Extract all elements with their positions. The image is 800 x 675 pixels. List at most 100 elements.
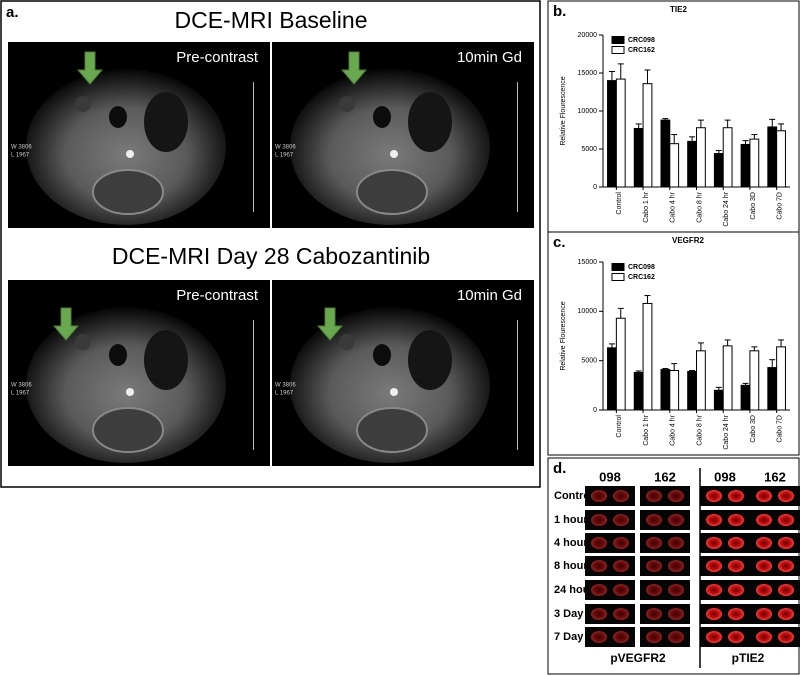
bar <box>767 367 778 411</box>
blot-dot <box>728 631 744 643</box>
x-tick-label: Cabo 8 hr <box>696 414 703 445</box>
blot-row: 3 Day <box>554 608 584 620</box>
mri-label-bg <box>148 42 270 72</box>
mri-window: W 3806 <box>275 383 296 389</box>
bar <box>722 345 733 411</box>
blot-dot <box>778 514 794 526</box>
mri-scale <box>517 320 518 450</box>
mri-row-title: DCE-MRI Day 28 Cabozantinib <box>112 243 430 269</box>
bar <box>633 127 644 188</box>
mri-level: L 1967 <box>275 391 294 397</box>
blot-dot <box>646 631 662 643</box>
x-tick-label: Cabo 3D <box>750 192 757 220</box>
mri-window: W 3806 <box>11 145 32 151</box>
legend-label: CRC162 <box>628 47 655 54</box>
y-tick-label: 10000 <box>578 108 598 115</box>
blot-dot <box>646 584 662 596</box>
blot-row: 1 hour <box>554 514 588 526</box>
blot-dot <box>756 514 772 526</box>
bar <box>749 138 760 188</box>
blot-dot <box>591 584 607 596</box>
blot-dot <box>728 560 744 572</box>
mri-window: W 3806 <box>11 383 32 389</box>
bar <box>776 346 786 411</box>
blot-dot <box>778 631 794 643</box>
legend-label: CRC162 <box>628 274 655 281</box>
mri-label: Pre-contrast <box>176 49 259 66</box>
mri-organ <box>144 330 188 390</box>
blot-dot <box>706 537 722 549</box>
blot-dot <box>706 631 722 643</box>
blot-dot <box>591 537 607 549</box>
blot-dot <box>646 514 662 526</box>
blot-dot <box>613 584 629 596</box>
x-tick-label: Cabo 24 hr <box>723 191 730 226</box>
blot-dot <box>706 608 722 620</box>
bar <box>696 127 706 188</box>
mri-label: 10min Gd <box>457 49 522 66</box>
y-tick-label: 5000 <box>581 146 597 153</box>
bar <box>669 370 680 411</box>
blot-dot <box>728 584 744 596</box>
y-tick-label: 0 <box>593 407 597 414</box>
mri-tumor <box>75 96 91 112</box>
blot-column: 162 <box>654 469 676 484</box>
bar <box>687 140 697 188</box>
blot-dot <box>728 537 744 549</box>
arrow <box>340 51 368 85</box>
mri-label-bg <box>412 42 534 72</box>
mri-label: Pre-contrast <box>176 287 259 304</box>
x-tick-label: Cabo 1 hr <box>643 414 650 445</box>
mri-window: W 3806 <box>275 145 296 151</box>
blot-dot <box>613 514 629 526</box>
y-axis-label: Relative Flourescence <box>560 76 567 145</box>
bar <box>660 119 671 188</box>
mri-label-bg <box>412 280 534 310</box>
bar <box>615 78 626 188</box>
chart-title: VEGFR2 <box>672 236 705 245</box>
blot-dot <box>591 560 607 572</box>
mri-bright <box>390 388 398 396</box>
x-tick-label: Cabo 4 hr <box>670 191 677 222</box>
mri-bright <box>126 150 134 158</box>
bar <box>669 143 680 188</box>
bar <box>696 350 706 411</box>
mri-organ <box>109 106 127 128</box>
mri-organ <box>373 106 391 128</box>
blot-dot <box>706 514 722 526</box>
y-tick-label: 20000 <box>578 32 598 39</box>
bar <box>687 371 697 411</box>
x-tick-label: Control <box>616 415 623 438</box>
blot-column: 162 <box>764 469 786 484</box>
blot-dot <box>756 560 772 572</box>
bar <box>607 80 617 188</box>
blot-column: 098 <box>714 469 736 484</box>
x-tick-label: Cabo 1 hr <box>643 191 650 222</box>
blot-dot <box>646 560 662 572</box>
x-tick-label: Control <box>616 192 623 215</box>
blot-dot <box>728 514 744 526</box>
blot-row: 4 hour <box>554 537 588 549</box>
blot-dot <box>778 608 794 620</box>
bar <box>660 369 671 411</box>
mri-organ <box>408 92 452 152</box>
blot-dot <box>706 490 722 502</box>
bar <box>749 350 760 411</box>
bar <box>776 130 786 188</box>
mri-spine <box>356 169 428 215</box>
blot-dot <box>613 490 629 502</box>
arrow <box>52 307 80 341</box>
mri-tumor <box>339 96 355 112</box>
blot-dot <box>668 608 684 620</box>
x-tick-label: Cabo 7D <box>776 415 783 443</box>
mri-organ <box>144 92 188 152</box>
y-axis-label: Relative Flourescence <box>560 301 567 370</box>
blot-dot <box>668 490 684 502</box>
blot-dot <box>778 560 794 572</box>
blot-dot <box>706 560 722 572</box>
y-tick-label: 15000 <box>578 259 598 266</box>
bar <box>607 347 617 411</box>
bar <box>740 143 751 188</box>
panel-label: c. <box>553 234 566 251</box>
blot-dot <box>591 490 607 502</box>
